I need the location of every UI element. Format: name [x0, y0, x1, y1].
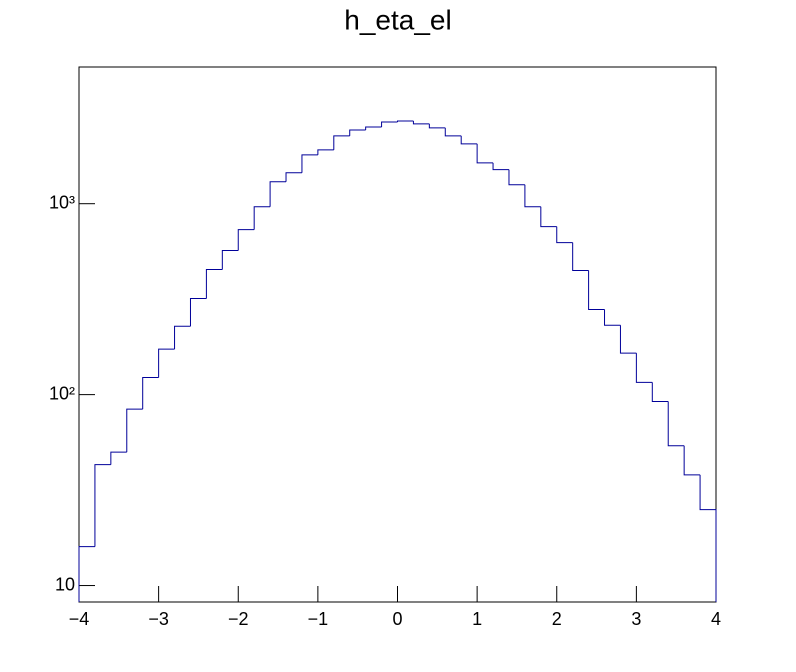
histogram-bin [651, 382, 669, 403]
histogram-bin [142, 376, 159, 410]
histogram-bin [699, 474, 717, 602]
histogram-bin [205, 269, 223, 299]
x-tick-label: 2 [552, 609, 562, 629]
histogram-bin [317, 149, 334, 155]
histogram-bin [540, 206, 557, 228]
x-tick-label: 3 [631, 609, 641, 629]
histogram-bin [349, 129, 366, 136]
x-tick-label: 1 [472, 609, 482, 629]
histogram-bin [381, 121, 398, 127]
histogram-bin [476, 143, 494, 164]
x-tick-label: 0 [392, 609, 402, 629]
histogram-bin [508, 169, 525, 186]
x-tick-label: −1 [308, 609, 329, 629]
y-tick-label: 10² [49, 383, 75, 403]
histogram-bin [301, 154, 318, 173]
histogram-bin [237, 229, 255, 251]
y-tick-label: 10³ [49, 192, 75, 212]
histogram-bin [189, 297, 207, 327]
chart-title: h_eta_el [344, 4, 451, 35]
histogram-bin [572, 242, 589, 271]
histogram-bin [110, 451, 127, 465]
histogram-bin [78, 546, 95, 602]
histogram-bin [397, 120, 414, 122]
x-tick-label: −3 [148, 609, 169, 629]
histogram-bin [269, 181, 287, 207]
histogram-bin [524, 184, 541, 208]
histogram-bin [221, 249, 239, 270]
histogram-bin [365, 126, 382, 130]
histogram-bin [556, 226, 573, 244]
x-tick-label: −4 [69, 609, 90, 629]
histogram-bin [460, 135, 478, 145]
histogram-bin [174, 325, 191, 350]
histogram-bin [683, 445, 701, 476]
histogram-bin [619, 325, 637, 354]
histogram-bin [158, 348, 175, 378]
histogram-bin [588, 270, 605, 311]
histogram-bin [444, 127, 462, 137]
histogram-bin [635, 353, 653, 383]
histogram-bin [428, 123, 446, 129]
histogram-bin [333, 135, 350, 150]
histogram-bin [412, 121, 430, 125]
histogram-bin [667, 401, 685, 447]
x-tick-label: −2 [228, 609, 249, 629]
histogram-bin [604, 309, 621, 326]
histogram-bin [94, 464, 111, 547]
x-tick-label: 4 [711, 609, 721, 629]
y-tick-label: 10 [55, 574, 75, 594]
histogram-bin [253, 206, 271, 230]
histogram-bin [126, 408, 143, 453]
histogram-bin [285, 172, 302, 182]
histogram-bin [492, 162, 509, 171]
